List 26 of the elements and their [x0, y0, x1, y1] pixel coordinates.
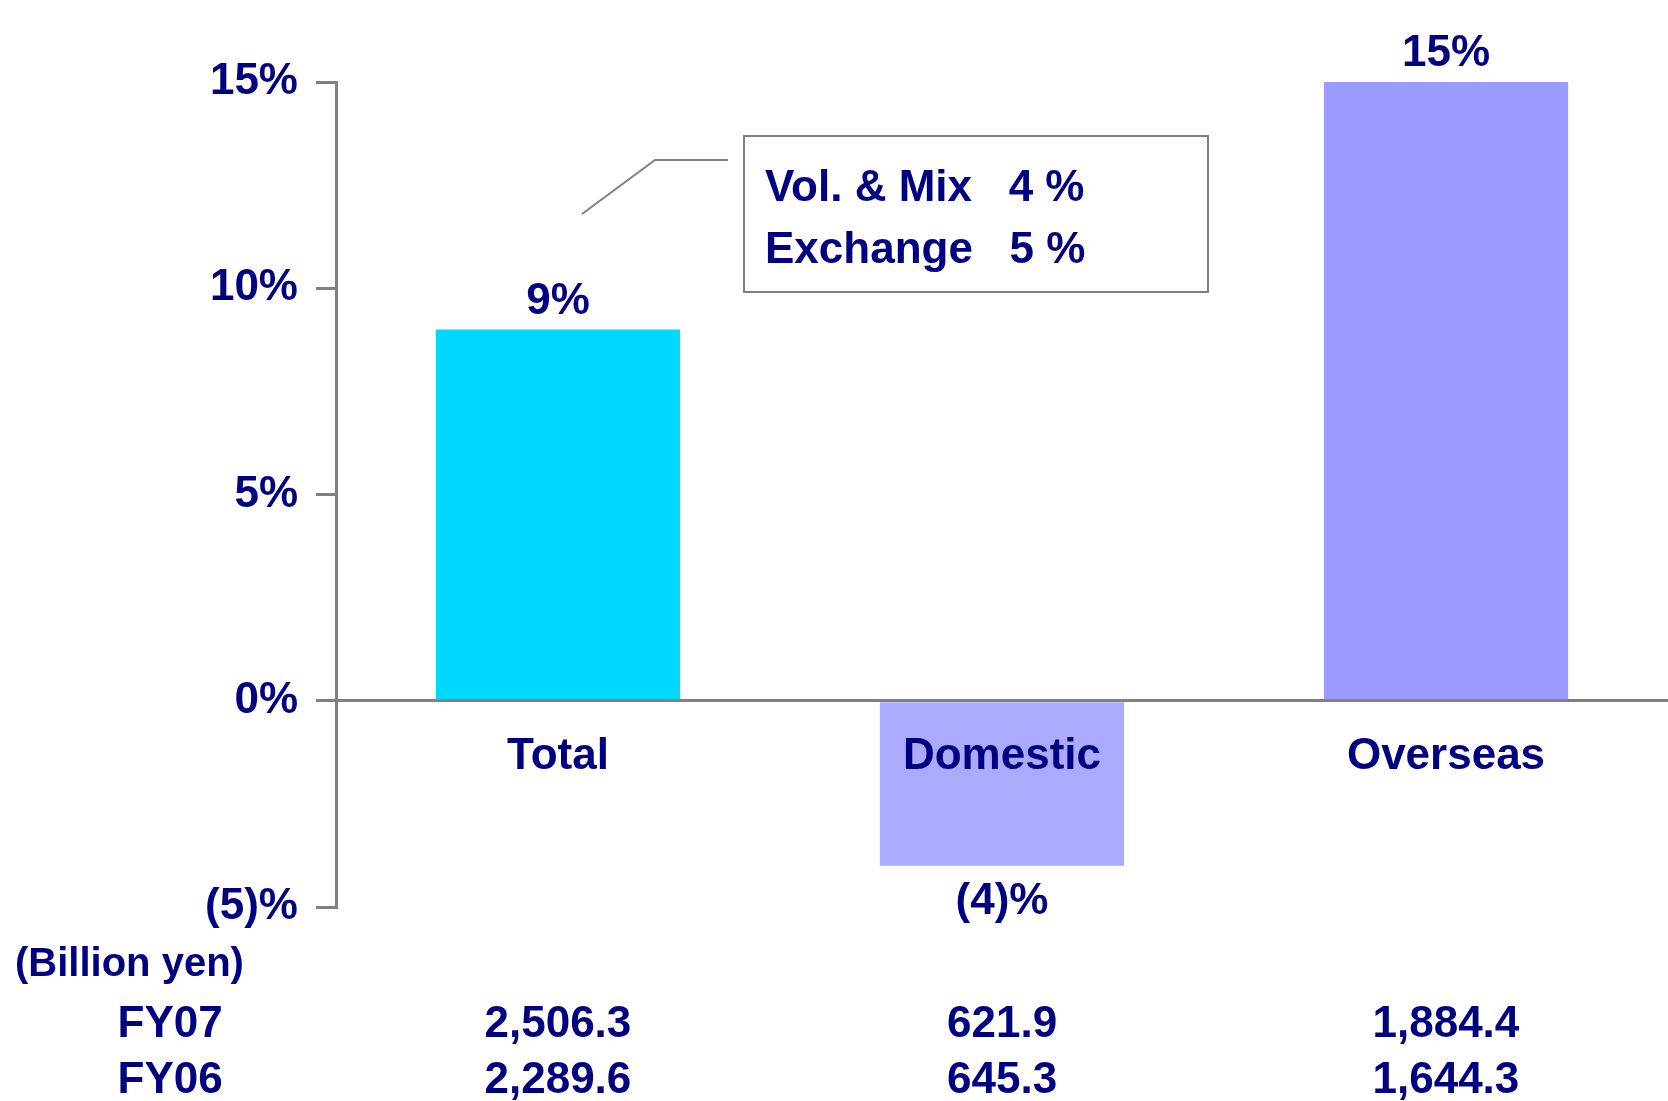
y-tick-label: (5)% — [205, 879, 298, 929]
bar — [435, 329, 681, 700]
text: FY06 — [117, 1053, 223, 1101]
data-label: 9% — [526, 273, 590, 323]
data-label: (4)% — [955, 873, 1049, 923]
text: 645.3 — [947, 1053, 1058, 1101]
annotation: Vol. & Mix 4 % — [765, 160, 1086, 212]
callout-box: Vol. & Mix 4 % Exchange 5 % — [743, 135, 1209, 293]
x-tick-label: Overseas — [1346, 729, 1546, 779]
bar — [1323, 82, 1569, 700]
y-tick-label: 10% — [209, 260, 298, 310]
text: 621.9 — [947, 997, 1058, 1046]
y-tick-label: 5% — [234, 466, 298, 516]
text: 1,884.4 — [1372, 997, 1520, 1046]
bar — [879, 702, 1125, 866]
text: (Billion yen) — [15, 940, 244, 984]
y-tick-label: 15% — [209, 54, 298, 104]
text: 2,506.3 — [484, 997, 632, 1046]
data-label: 15% — [1401, 26, 1491, 76]
y-tick-label: 0% — [234, 672, 298, 722]
text: 1,644.3 — [1372, 1053, 1520, 1101]
annotation: Exchange 5 % — [765, 222, 1087, 274]
x-tick-label: Total — [507, 729, 609, 779]
text: 2,289.6 — [484, 1053, 632, 1101]
x-tick-label: Domestic — [902, 729, 1102, 779]
text: FY07 — [117, 997, 223, 1046]
